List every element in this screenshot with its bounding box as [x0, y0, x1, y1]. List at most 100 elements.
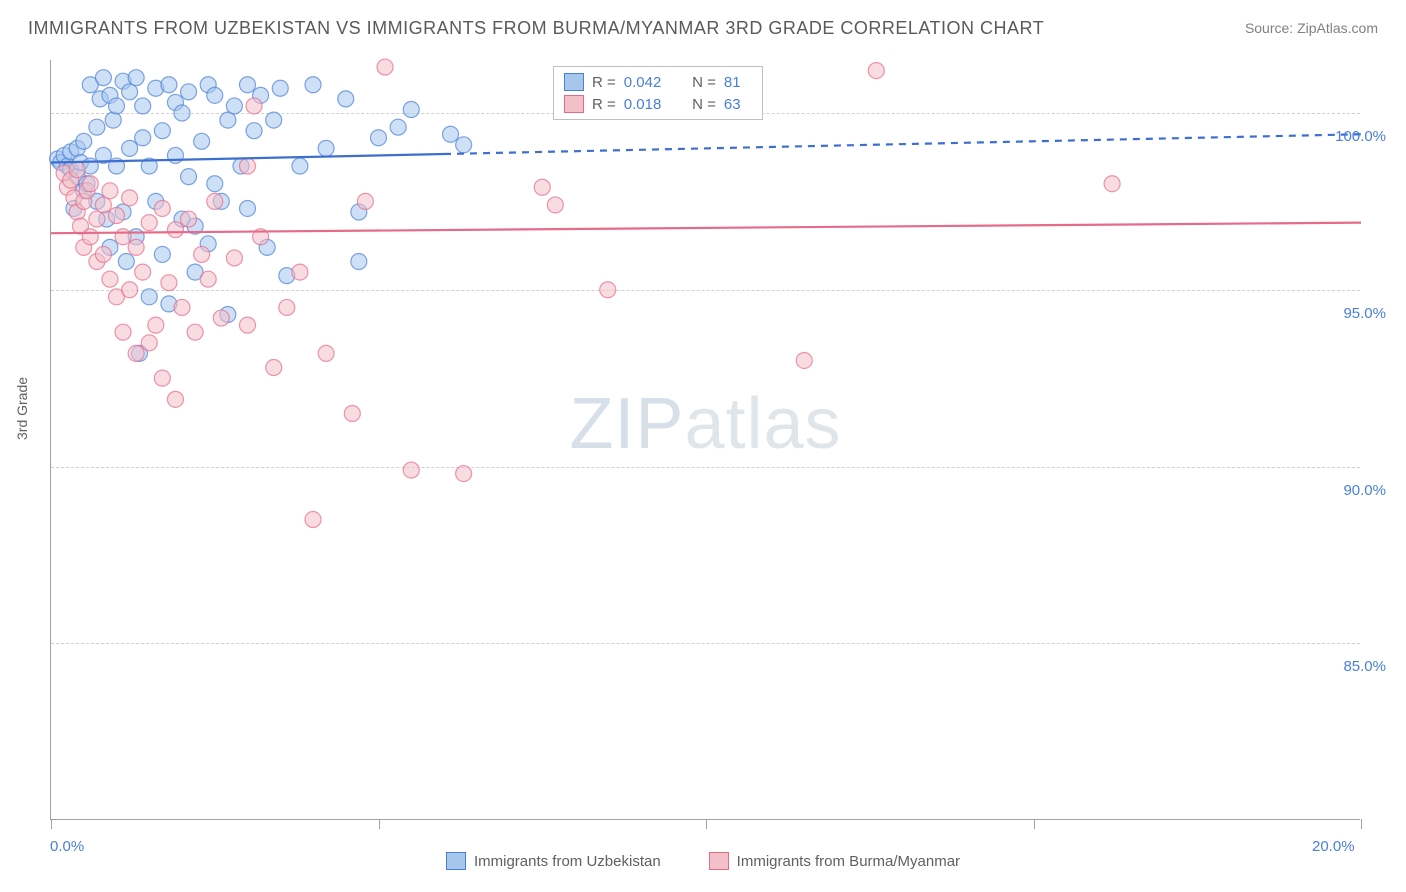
data-point — [109, 98, 125, 114]
data-point — [207, 176, 223, 192]
data-point — [443, 126, 459, 142]
data-point — [272, 80, 288, 96]
data-point — [600, 282, 616, 298]
data-point — [305, 77, 321, 93]
data-point — [105, 112, 121, 128]
y-tick-label: 95.0% — [1343, 305, 1386, 322]
data-point — [187, 324, 203, 340]
data-point — [135, 98, 151, 114]
data-point — [318, 140, 334, 156]
n-value: 81 — [724, 74, 752, 91]
data-point — [174, 299, 190, 315]
legend-item-burma: Immigrants from Burma/Myanmar — [709, 852, 960, 870]
data-point — [318, 345, 334, 361]
data-point — [154, 200, 170, 216]
legend-label: Immigrants from Burma/Myanmar — [737, 853, 960, 870]
data-point — [122, 140, 138, 156]
r-label: R = — [592, 96, 616, 113]
x-tick — [379, 819, 380, 829]
data-point — [240, 317, 256, 333]
data-point — [102, 183, 118, 199]
y-tick-label: 90.0% — [1343, 482, 1386, 499]
data-point — [534, 179, 550, 195]
data-point — [547, 197, 563, 213]
data-point — [181, 84, 197, 100]
x-tick-label: 20.0% — [1312, 838, 1355, 855]
data-point — [305, 512, 321, 528]
data-point — [868, 63, 884, 79]
data-point — [154, 246, 170, 262]
y-axis-label: 3rd Grade — [14, 377, 30, 440]
data-point — [167, 391, 183, 407]
data-point — [213, 310, 229, 326]
data-point — [141, 289, 157, 305]
data-point — [181, 169, 197, 185]
data-point — [115, 229, 131, 245]
legend-label: Immigrants from Uzbekistan — [474, 853, 661, 870]
data-point — [122, 282, 138, 298]
data-point — [200, 271, 216, 287]
y-tick-label: 100.0% — [1335, 128, 1386, 145]
data-point — [154, 370, 170, 386]
data-point — [456, 137, 472, 153]
data-point — [266, 360, 282, 376]
n-label: N = — [684, 96, 716, 113]
data-point — [161, 77, 177, 93]
data-point — [403, 101, 419, 117]
data-point — [161, 275, 177, 291]
data-point — [246, 123, 262, 139]
data-point — [102, 271, 118, 287]
legend-swatch — [564, 95, 584, 113]
legend-row: R = 0.042 N = 81 — [564, 71, 752, 93]
data-point — [796, 352, 812, 368]
data-point — [194, 133, 210, 149]
data-point — [194, 246, 210, 262]
data-point — [226, 250, 242, 266]
r-value: 0.042 — [624, 74, 676, 91]
data-point — [109, 208, 125, 224]
data-point — [456, 466, 472, 482]
data-point — [371, 130, 387, 146]
legend-swatch — [564, 73, 584, 91]
data-point — [292, 158, 308, 174]
n-value: 63 — [724, 96, 752, 113]
data-point — [226, 98, 242, 114]
data-point — [128, 345, 144, 361]
chart-svg — [51, 60, 1360, 819]
n-label: N = — [684, 74, 716, 91]
x-tick — [51, 819, 52, 829]
data-point — [135, 130, 151, 146]
data-point — [174, 105, 190, 121]
data-point — [141, 215, 157, 231]
data-point — [181, 211, 197, 227]
data-point — [377, 59, 393, 75]
data-point — [240, 200, 256, 216]
data-point — [118, 253, 134, 269]
data-point — [69, 162, 85, 178]
x-tick — [1361, 819, 1362, 829]
data-point — [279, 299, 295, 315]
data-point — [167, 222, 183, 238]
x-tick — [706, 819, 707, 829]
chart-title: IMMIGRANTS FROM UZBEKISTAN VS IMMIGRANTS… — [28, 18, 1044, 39]
data-point — [141, 335, 157, 351]
data-point — [344, 405, 360, 421]
trendline-dashed — [444, 134, 1361, 154]
data-point — [122, 190, 138, 206]
data-point — [135, 264, 151, 280]
data-point — [95, 70, 111, 86]
data-point — [338, 91, 354, 107]
data-point — [266, 112, 282, 128]
data-point — [128, 70, 144, 86]
r-value: 0.018 — [624, 96, 676, 113]
data-point — [240, 77, 256, 93]
data-point — [89, 119, 105, 135]
data-point — [207, 87, 223, 103]
y-tick-label: 85.0% — [1343, 658, 1386, 675]
data-point — [1104, 176, 1120, 192]
data-point — [292, 264, 308, 280]
series-legend: Immigrants from Uzbekistan Immigrants fr… — [0, 852, 1406, 870]
swatch-uzbekistan — [446, 852, 466, 870]
data-point — [115, 324, 131, 340]
data-point — [95, 246, 111, 262]
